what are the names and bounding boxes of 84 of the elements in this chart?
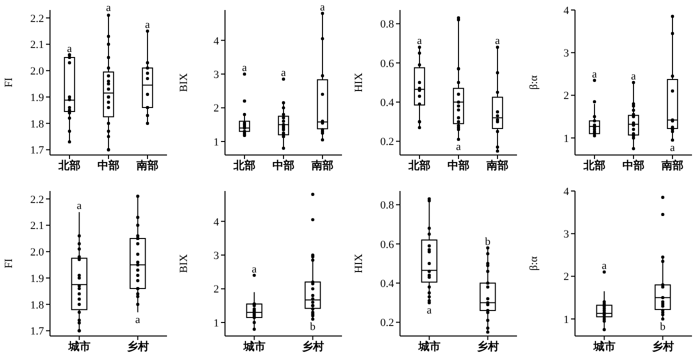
y-tick-label: 1 <box>214 317 219 330</box>
y-tick-label: 0.8 <box>380 18 394 31</box>
annotation: a <box>106 2 112 14</box>
y-axis-title: FI <box>2 77 15 88</box>
annotation: a <box>456 141 462 154</box>
x-tick-label: 中部 <box>622 158 644 172</box>
y-tick-label: 0.4 <box>380 278 394 290</box>
x-tick-label: 北部 <box>58 158 80 172</box>
annotation: a <box>281 67 286 80</box>
y-tick-label: 0.8 <box>380 200 394 212</box>
y-axis-title: FI <box>2 258 15 268</box>
y-axis-title: β:α <box>528 256 540 271</box>
y-tick-label: 2 <box>564 271 569 284</box>
x-tick-label: 中部 <box>448 158 470 172</box>
y-tick-label: 3 <box>564 48 570 60</box>
annotation: a <box>320 1 326 14</box>
y-axis-title: BIX <box>178 72 190 92</box>
y-tick-label: 2 <box>214 102 219 115</box>
x-tick-label: 中部 <box>272 158 294 172</box>
y-tick-label: 1.9 <box>30 92 44 104</box>
y-tick-label: 1.9 <box>30 272 44 285</box>
annotation: a <box>242 62 248 74</box>
y-axis-title: HIX <box>352 72 365 92</box>
x-tick-label: 南部 <box>486 158 508 172</box>
x-tick-label: 乡村 <box>652 340 674 353</box>
y-tick-label: 1 <box>564 132 569 145</box>
y-tick-label: 2.0 <box>30 246 44 259</box>
y-tick-label: 2.1 <box>30 39 44 52</box>
y-axis-title: β:α <box>528 75 540 90</box>
y-tick-label: 3 <box>564 228 570 241</box>
x-tick-label: 南部 <box>660 158 684 172</box>
y-tick-label: 2 <box>564 90 569 102</box>
y-tick-label: 0.4 <box>380 97 394 109</box>
annotation: a <box>602 260 607 272</box>
y-tick-label: 3 <box>214 250 220 262</box>
annotation: a <box>252 263 257 276</box>
y-axis-title: HIX <box>352 254 365 274</box>
annotation: b <box>485 236 491 248</box>
x-tick-label: 北部 <box>232 158 256 172</box>
annotation: a <box>631 70 636 82</box>
x-tick-label: 城市 <box>417 340 440 353</box>
y-tick-label: 4 <box>214 35 220 48</box>
x-tick-label: 城市 <box>242 340 266 353</box>
x-tick-label: 南部 <box>136 158 158 172</box>
x-tick-label: 乡村 <box>302 340 324 353</box>
annotation: a <box>76 200 82 212</box>
annotation: a <box>145 19 150 32</box>
x-tick-label: 城市 <box>592 340 616 353</box>
annotation: a <box>670 142 676 154</box>
annotation: b <box>310 320 316 333</box>
y-tick-label: 4 <box>214 216 220 228</box>
y-tick-label: 1.8 <box>30 299 44 312</box>
annotation: b <box>660 320 666 333</box>
y-tick-label: 0.2 <box>380 136 394 148</box>
y-tick-label: 2.2 <box>30 194 44 206</box>
x-tick-label: 中部 <box>98 158 120 172</box>
y-tick-label: 1.7 <box>30 144 44 157</box>
y-tick-label: 1.8 <box>30 118 44 130</box>
y-tick-label: 2 <box>214 284 219 296</box>
y-tick-label: 1.7 <box>30 326 44 338</box>
y-tick-label: 0.2 <box>380 317 394 330</box>
annotation: a <box>495 35 500 48</box>
y-tick-label: 4 <box>564 4 570 17</box>
y-tick-label: 1 <box>564 314 569 326</box>
y-tick-label: 0.6 <box>380 58 394 70</box>
x-tick-label: 乡村 <box>126 340 149 353</box>
annotation: a <box>67 42 72 55</box>
x-tick-label: 南部 <box>310 158 334 172</box>
x-tick-label: 北部 <box>582 158 606 172</box>
x-tick-label: 城市 <box>67 340 90 353</box>
annotation: a <box>592 68 598 80</box>
y-tick-label: 0.6 <box>380 238 394 251</box>
y-tick-label: 2.1 <box>30 220 44 232</box>
y-tick-label: 2.2 <box>30 12 44 25</box>
y-tick-label: 4 <box>564 186 570 198</box>
y-tick-label: 1 <box>214 136 219 148</box>
y-tick-label: 3 <box>214 68 220 81</box>
x-tick-label: 乡村 <box>476 340 499 353</box>
annotation: a <box>135 314 140 326</box>
x-tick-label: 北部 <box>408 158 430 172</box>
annotation: a <box>426 304 432 316</box>
y-tick-label: 2.0 <box>30 66 44 78</box>
y-axis-title: BIX <box>178 254 190 273</box>
annotation: a <box>417 35 422 48</box>
